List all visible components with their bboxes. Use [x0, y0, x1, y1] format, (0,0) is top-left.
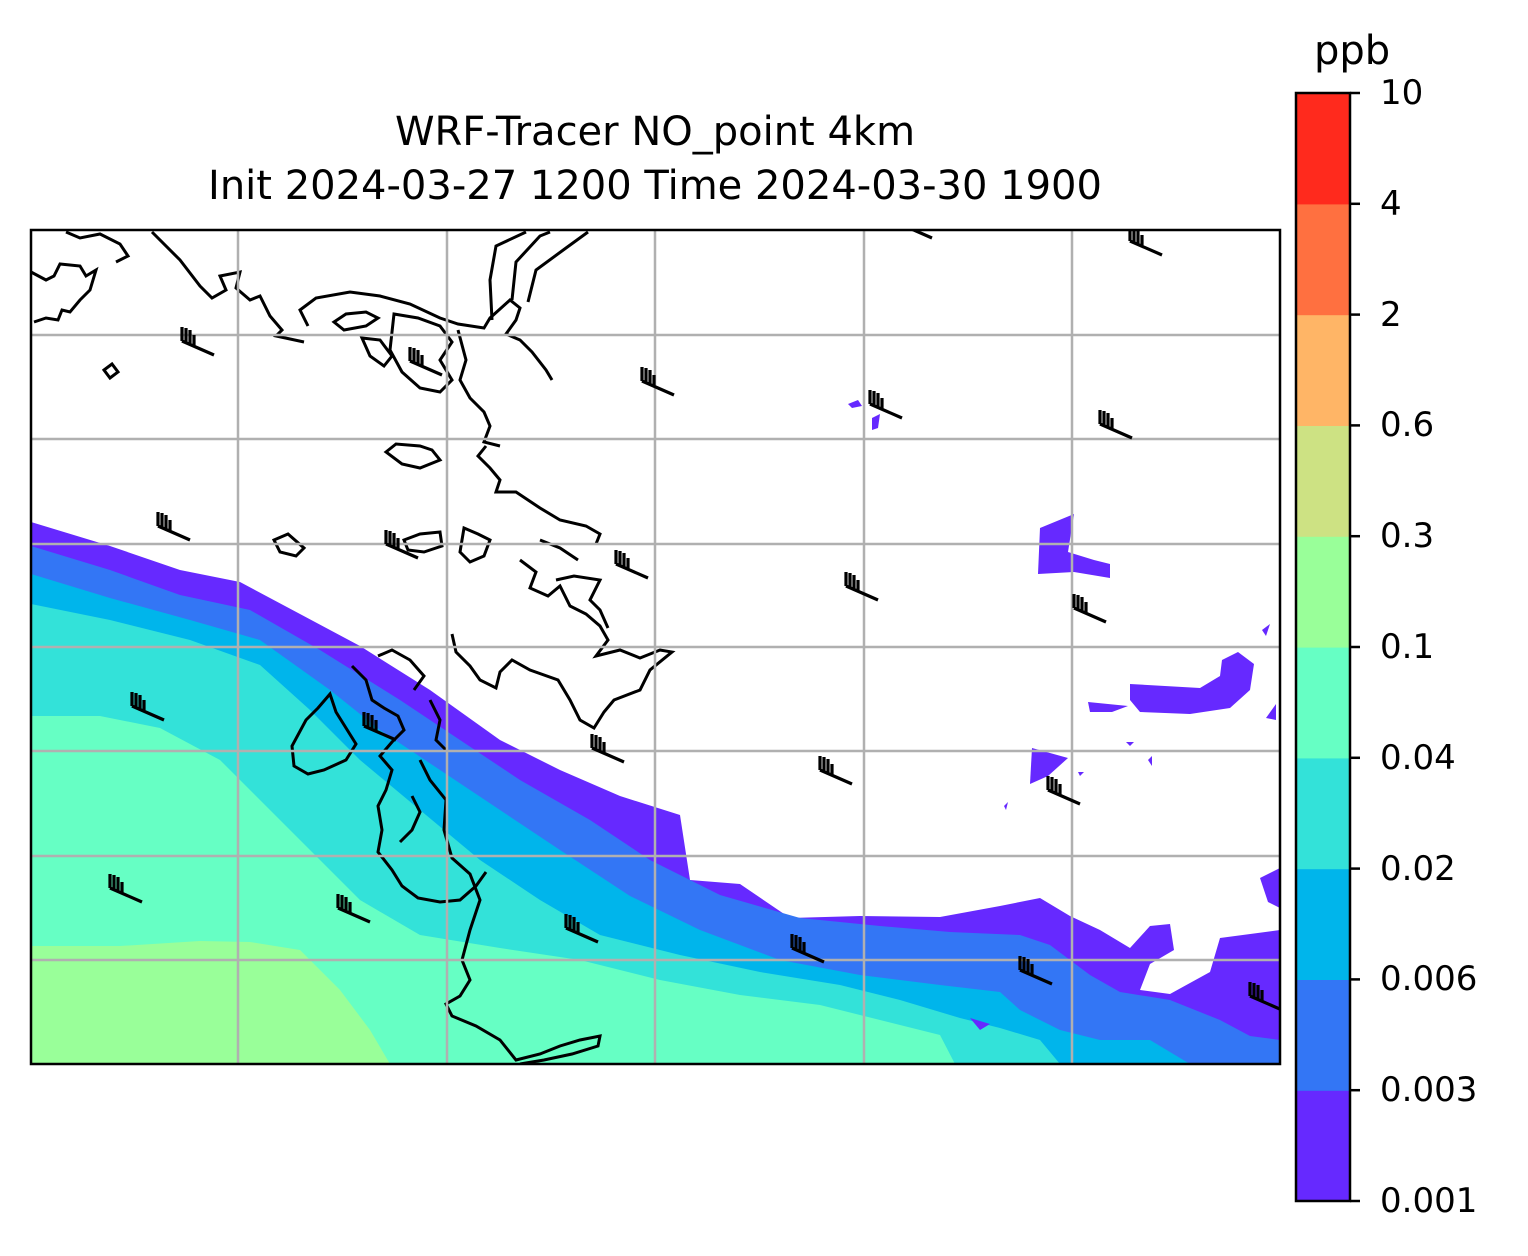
colorbar-segment [1296, 425, 1350, 537]
colorbar [1294, 91, 1360, 1203]
wind-barb-icon [844, 572, 879, 602]
wind-barb-icon [818, 756, 853, 786]
colorbar-tick-label: 0.1 [1380, 627, 1435, 667]
colorbar-segment [1296, 93, 1350, 205]
wind-barb-icon [1072, 594, 1107, 624]
colorbar-tick-label: 0.02 [1380, 848, 1456, 889]
colorbar-segment [1296, 314, 1350, 426]
wind-barb-icon [180, 327, 215, 357]
tracer-patches [848, 400, 1280, 1030]
colorbar-segment [1296, 757, 1350, 870]
colorbar-tick-label: 10 [1380, 73, 1424, 113]
wind-barb-icon [790, 934, 825, 964]
colorbar-segment [1296, 536, 1350, 648]
wind-barb-icon [1046, 776, 1081, 806]
wind-barb-icon [362, 712, 397, 742]
colorbar-tick-label: 0.04 [1380, 737, 1456, 778]
colorbar-tick-label: 2 [1380, 294, 1402, 335]
wind-barb-icon [156, 512, 191, 542]
map-frame [29, 228, 1282, 1066]
colorbar-tick-label: 4 [1380, 183, 1402, 224]
wind-barb-icon [614, 550, 649, 580]
colorbar-segment [1296, 868, 1350, 980]
colorbar-tick-label: 0.003 [1380, 1070, 1478, 1111]
wind-barbs [108, 230, 1280, 1011]
wind-barb-icon [909, 230, 933, 240]
wind-barb-icon [640, 367, 675, 397]
wind-barb-icon [868, 390, 903, 420]
colorbar-segment [1296, 979, 1350, 1091]
wind-barb-icon [590, 734, 625, 764]
map-area [31, 230, 1280, 1064]
colorbar-tick-label: 0.3 [1380, 516, 1435, 557]
colorbar-tick-label: 0.6 [1380, 405, 1435, 446]
wind-barb-icon [564, 914, 599, 944]
wind-barb-icon [384, 530, 419, 560]
colorbar-tick-label: 0.001 [1380, 1181, 1478, 1221]
coastline [31, 230, 676, 1064]
wind-barb-icon [130, 692, 165, 722]
gridlines [31, 230, 1280, 1064]
colorbar-unit-label: ppb [1314, 28, 1391, 74]
wind-barb-icon [1018, 956, 1053, 986]
tracer-band-0.1 [31, 941, 390, 1064]
wind-barb-icon [408, 347, 443, 377]
wind-barb-icon [1128, 230, 1163, 257]
colorbar-segment [1296, 203, 1350, 316]
map-title-line2: Init 2024-03-27 1200 Time 2024-03-30 190… [208, 163, 1102, 209]
colorbar-segment [1296, 647, 1350, 759]
wind-barb-icon [1098, 410, 1133, 440]
colorbar-segment [1296, 1090, 1350, 1202]
wind-barb-icon [336, 894, 371, 924]
wind-barb-icon [108, 874, 143, 904]
map-title-line1: WRF-Tracer NO_point 4km [394, 109, 916, 155]
colorbar-tick-label: 0.006 [1380, 959, 1478, 1000]
wind-barb-icon [1248, 982, 1280, 1011]
